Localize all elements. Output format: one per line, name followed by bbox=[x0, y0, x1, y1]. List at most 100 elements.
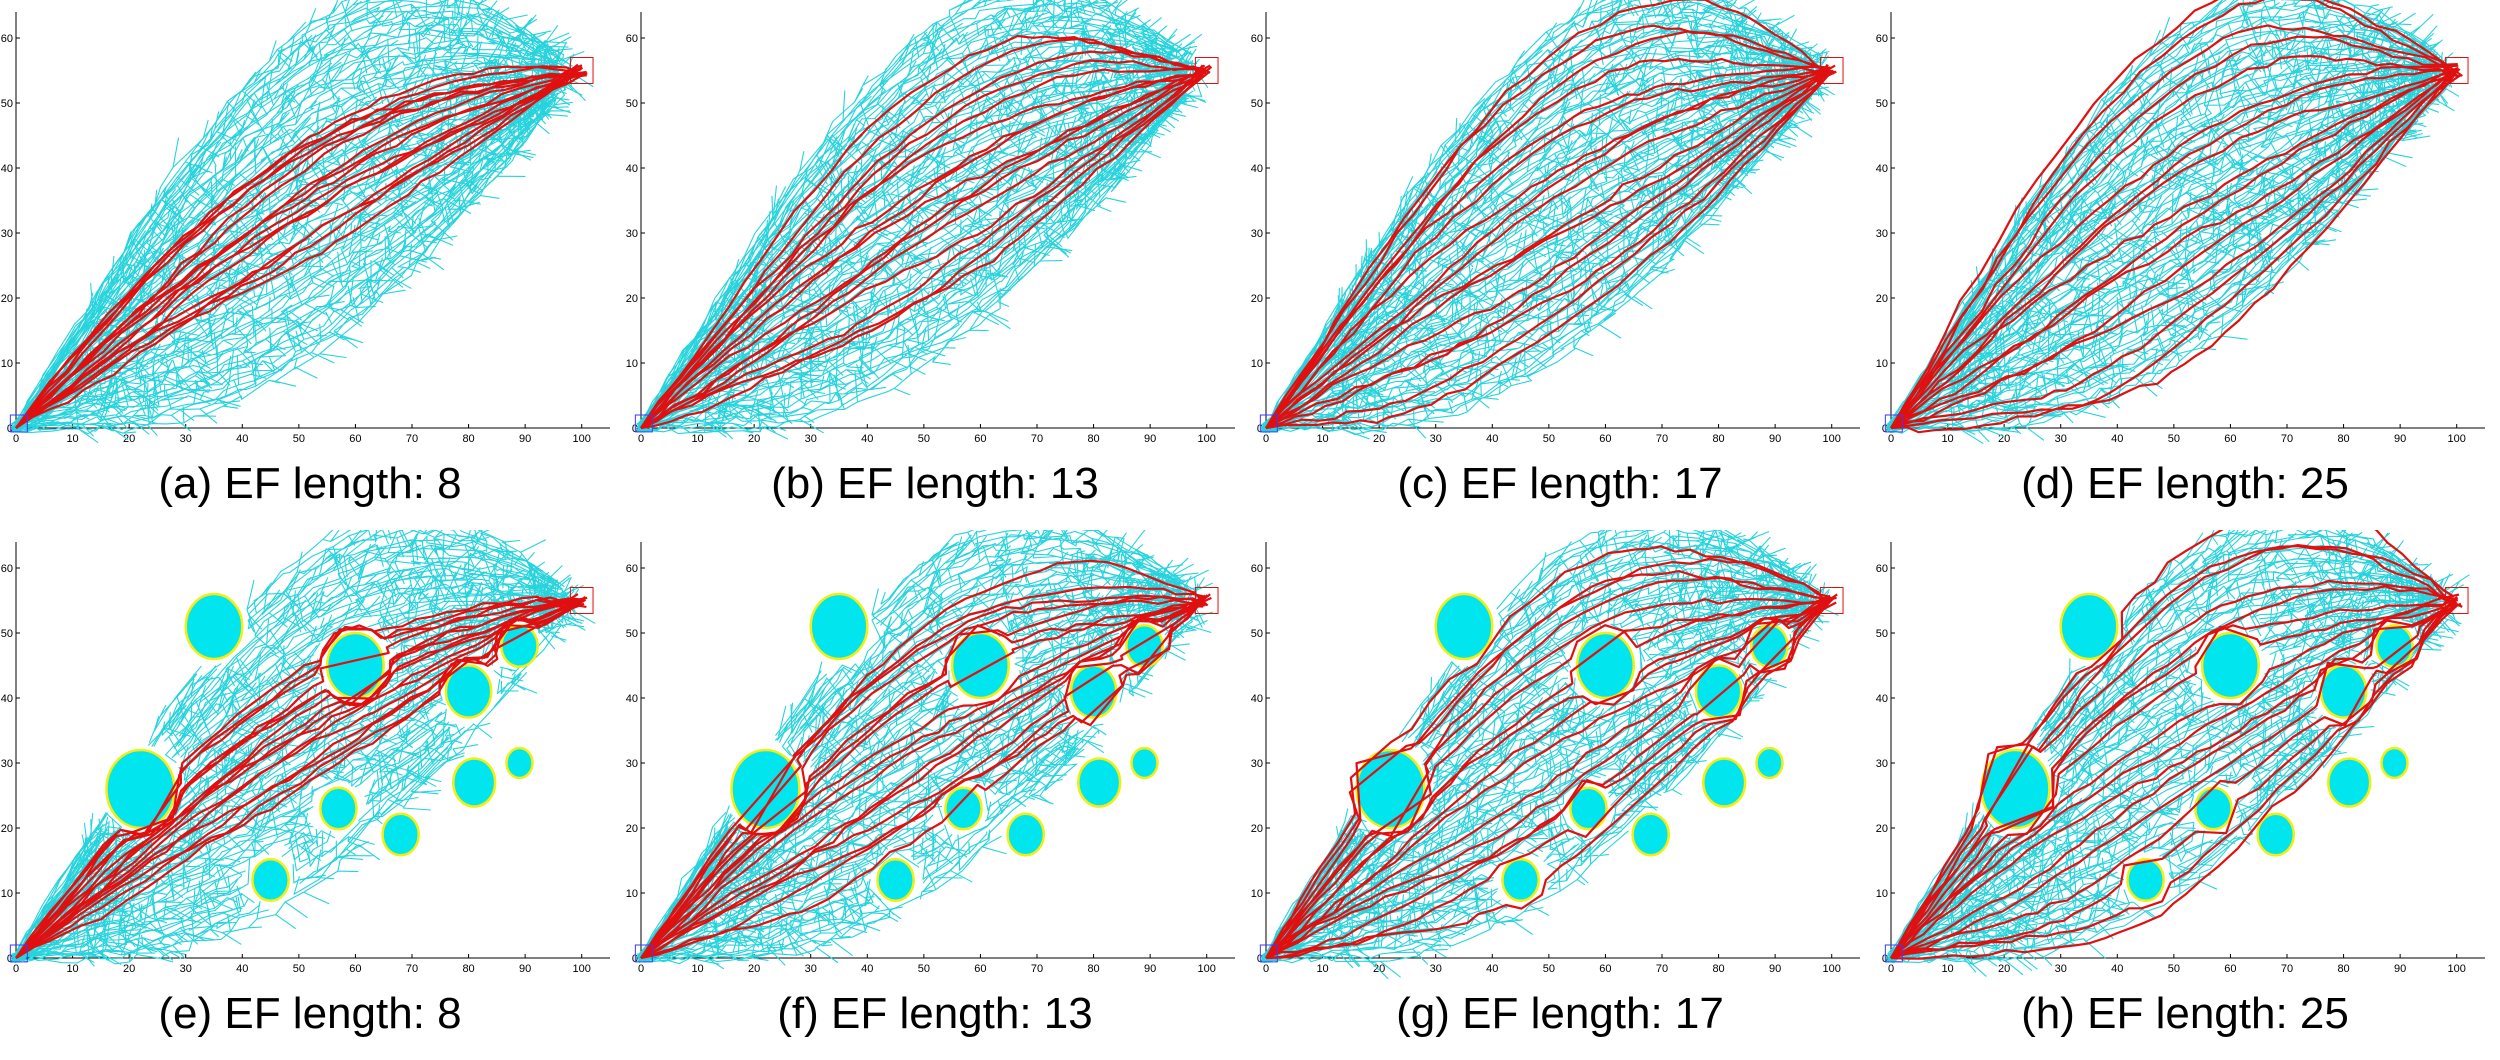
y-tick-label: 60 bbox=[1251, 563, 1263, 575]
y-tick-label: 10 bbox=[626, 358, 638, 370]
tree-branch bbox=[14, 530, 565, 955]
path-set bbox=[15, 63, 588, 429]
planned-path bbox=[1265, 69, 1834, 430]
x-tick-label: 90 bbox=[1769, 963, 1781, 975]
x-tick-label: 80 bbox=[462, 963, 474, 975]
start-region bbox=[634, 944, 653, 963]
panel-h: 0 10 20 30 40 50 60 70 80 90 100 0 10 20 30 40 50 60 (h) … bbox=[1875, 530, 2495, 1055]
goal-region bbox=[569, 587, 594, 614]
panel-g: 0 10 20 30 40 50 60 70 80 90 100 0 10 20 30 40 50 60 (g) … bbox=[1250, 530, 1870, 1055]
y-tick-label: 50 bbox=[626, 628, 638, 640]
planned-path bbox=[1890, 73, 2457, 434]
goal-region bbox=[1194, 587, 1219, 614]
x-tick-label: 0 bbox=[1888, 963, 1894, 975]
planned-path bbox=[15, 598, 577, 959]
planned-path bbox=[15, 602, 578, 959]
planned-path bbox=[1265, 64, 1836, 429]
planned-path bbox=[640, 559, 1209, 959]
obstacle-circle bbox=[2194, 786, 2233, 831]
x-tick-label: 50 bbox=[1543, 963, 1555, 975]
y-tick-label: 30 bbox=[1876, 228, 1888, 240]
planned-path bbox=[640, 70, 1211, 430]
x-tick-label: 70 bbox=[1031, 963, 1043, 975]
caption-f: (f) EF length: 13 bbox=[777, 989, 1093, 1038]
obstacle-circle bbox=[2380, 746, 2409, 780]
planned-path bbox=[1890, 74, 2462, 430]
tree-branch bbox=[11, 632, 557, 965]
planned-path bbox=[15, 73, 580, 429]
x-tick-label: 60 bbox=[2224, 963, 2236, 975]
planned-path bbox=[15, 603, 583, 959]
x-tick-label: 40 bbox=[861, 433, 873, 445]
planned-path bbox=[640, 594, 1209, 960]
planned-path bbox=[640, 597, 1206, 960]
y-tick-label: 60 bbox=[1876, 563, 1888, 575]
y-tick-label: 20 bbox=[1251, 823, 1263, 835]
planned-path bbox=[1265, 596, 1836, 960]
tree-branch bbox=[1265, 633, 1820, 960]
x-tick-label: 100 bbox=[1823, 963, 1841, 975]
y-tick-label: 30 bbox=[1251, 758, 1263, 770]
x-tick-label: 100 bbox=[573, 963, 591, 975]
planned-path bbox=[640, 64, 1206, 429]
x-tick-label: 50 bbox=[293, 963, 305, 975]
obstacle-circle bbox=[1575, 631, 1635, 700]
x-tick-label: 100 bbox=[573, 433, 591, 445]
planned-path bbox=[15, 64, 579, 429]
y-tick-label: 50 bbox=[1876, 628, 1888, 640]
planned-path bbox=[1265, 30, 1836, 429]
x-tick-label: 30 bbox=[180, 963, 192, 975]
planned-path bbox=[15, 74, 579, 429]
x-tick-label: 50 bbox=[2168, 963, 2180, 975]
planned-path bbox=[640, 605, 1204, 959]
obstacle-circle bbox=[2375, 623, 2414, 669]
planned-path bbox=[1890, 544, 2459, 959]
planned-path bbox=[1265, 24, 1830, 429]
obstacle-circle bbox=[381, 812, 421, 857]
tree-branch bbox=[15, 98, 559, 428]
tree-branch bbox=[1890, 530, 2442, 958]
planned-path bbox=[1265, 70, 1837, 429]
obstacle-circle bbox=[2200, 631, 2260, 700]
planned-path bbox=[640, 593, 1211, 959]
obstacle-circle bbox=[319, 786, 358, 831]
planned-path bbox=[1265, 597, 1831, 959]
planned-path bbox=[15, 74, 586, 429]
x-tick-label: 50 bbox=[918, 433, 930, 445]
planned-path bbox=[640, 594, 1207, 959]
y-tick-label: 60 bbox=[1, 563, 13, 575]
planned-path bbox=[1265, 598, 1831, 959]
tree-branch bbox=[11, 92, 559, 428]
planned-path bbox=[1265, 65, 1829, 429]
x-tick-label: 100 bbox=[1198, 963, 1216, 975]
x-tick-label: 50 bbox=[1543, 433, 1555, 445]
obstacle-circle bbox=[809, 592, 869, 661]
planned-path bbox=[1265, 593, 1838, 959]
planned-path bbox=[640, 594, 1204, 959]
planned-path bbox=[1265, 66, 1828, 430]
y-tick-label: 10 bbox=[1251, 888, 1263, 900]
planned-path bbox=[1890, 593, 2453, 959]
planned-path bbox=[1890, 596, 2458, 959]
planned-path bbox=[1265, 545, 1829, 959]
planned-path bbox=[1890, 69, 2454, 429]
planned-path bbox=[1890, 598, 2457, 960]
obstacle-circle bbox=[1755, 746, 1784, 780]
y-tick-label: 20 bbox=[1, 293, 13, 305]
start-region bbox=[1884, 944, 1903, 963]
start-region bbox=[1259, 414, 1278, 433]
planned-path bbox=[1265, 57, 1829, 429]
x-tick-label: 30 bbox=[805, 963, 817, 975]
y-tick-label: 10 bbox=[1, 358, 13, 370]
obstacle-circle bbox=[251, 857, 290, 903]
planned-path bbox=[1890, 66, 2459, 429]
planned-path bbox=[640, 37, 1204, 429]
planned-path bbox=[1890, 579, 2463, 959]
path-set bbox=[1265, 545, 1838, 960]
path-set bbox=[1890, 0, 2463, 434]
rrt-tree bbox=[636, 0, 1209, 440]
x-tick-label: 10 bbox=[1316, 433, 1328, 445]
x-tick-label: 10 bbox=[691, 433, 703, 445]
